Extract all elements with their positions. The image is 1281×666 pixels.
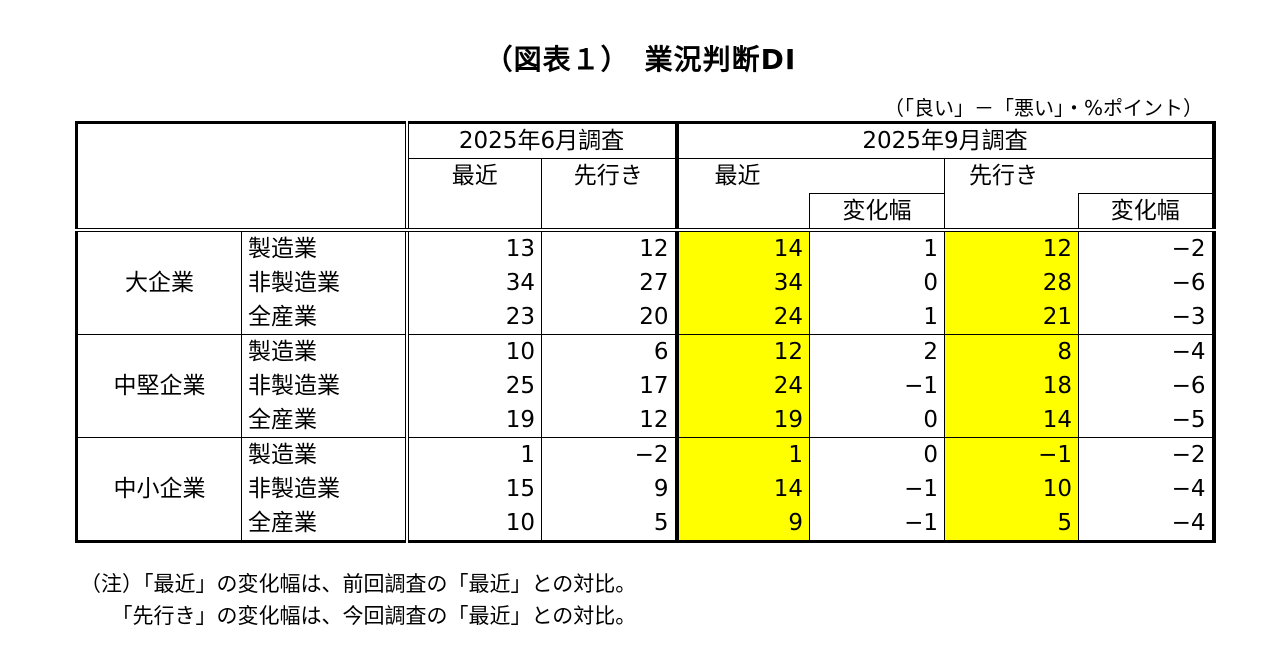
- jun-recent-cell: 10: [404, 506, 542, 542]
- sep-recent-cell: 12: [674, 334, 810, 369]
- sector-label: 製造業: [241, 334, 407, 369]
- jun-recent-cell: 10: [404, 334, 542, 369]
- header-blank: [1078, 158, 1216, 194]
- sector-label: 非製造業: [241, 266, 407, 300]
- sep-recent-change-cell: 0: [809, 266, 945, 300]
- sep-recent-cell: 19: [674, 403, 810, 438]
- sep-forecast-change-cell: −2: [1078, 437, 1216, 472]
- header-blank: [809, 158, 945, 194]
- jun-recent-cell: 23: [404, 300, 542, 335]
- sep-forecast-change-cell: −4: [1078, 506, 1216, 542]
- jun-forecast-cell: 12: [541, 230, 677, 266]
- sep-recent-change-cell: −1: [809, 472, 945, 506]
- header-sept-survey: 2025年9月調査: [674, 122, 1216, 159]
- jun-forecast-cell: 12: [541, 403, 677, 438]
- sep-forecast-cell: 28: [944, 266, 1079, 300]
- sep-forecast-cell: 5: [944, 506, 1079, 542]
- header-sept-forecast-change: 変化幅: [1078, 193, 1216, 232]
- sector-label: 非製造業: [241, 369, 407, 403]
- note-2: 「先行き」の変化幅は、今回調査の「最近」との対比。: [80, 604, 637, 628]
- sep-forecast-change-cell: −3: [1078, 300, 1216, 335]
- company-group: 中小企業 製造業 1 −2 1 0 −1 −2 非製造業 15 9 14 −1 10 −4 全産業 10 5 9 −1…: [76, 437, 1216, 542]
- table-row: 非製造業 25 17 24 −1 18 −6: [77, 369, 1216, 403]
- company-size-label: 中堅企業: [76, 334, 242, 438]
- jun-recent-cell: 1: [404, 437, 542, 472]
- table-row: 中小企業 製造業 1 −2 1 0 −1 −2: [76, 437, 1216, 542]
- jun-forecast-cell: 6: [541, 334, 677, 369]
- sep-recent-cell: 14: [674, 472, 810, 506]
- header-june-recent: 最近: [404, 158, 542, 232]
- note-1: （注）「最近」の変化幅は、前回調査の「最近」との対比。: [80, 572, 637, 596]
- company-group: 中堅企業 製造業 10 6 12 2 8 −4 非製造業 25 17 24 −1 18 −6 全産業 19 12 1…: [76, 334, 1216, 438]
- header-sept-recent: 最近: [674, 158, 810, 232]
- jun-forecast-cell: 20: [541, 300, 677, 335]
- jun-recent-cell: 25: [404, 369, 542, 403]
- business-conditions-table: 2025年6月調査 2025年9月調査 最近 先行き 最近 先行き 変化幅 変化…: [75, 121, 1216, 543]
- sector-label: 全産業: [241, 403, 407, 438]
- jun-forecast-cell: 27: [541, 266, 677, 300]
- sep-forecast-cell: 18: [944, 369, 1079, 403]
- sep-recent-cell: 24: [674, 300, 810, 335]
- sep-forecast-cell: 8: [944, 334, 1079, 369]
- sep-recent-change-cell: 1: [809, 300, 945, 335]
- sep-recent-change-cell: 1: [809, 230, 945, 266]
- sector-label: 製造業: [241, 230, 407, 266]
- sep-forecast-cell: 12: [944, 230, 1079, 266]
- jun-recent-cell: 13: [404, 230, 542, 266]
- sep-forecast-change-cell: −6: [1078, 266, 1216, 300]
- table-row: 全産業 19 12 19 0 14 −5: [77, 403, 1216, 438]
- sep-recent-change-cell: −1: [809, 506, 945, 542]
- header-sept-recent-change: 変化幅: [809, 193, 945, 232]
- figure-title: （図表１） 業況判断DI: [484, 43, 797, 76]
- sep-recent-change-cell: 0: [809, 403, 945, 438]
- sector-label: 全産業: [241, 506, 407, 542]
- table-row: 全産業 10 5 9 −1 5 −4: [77, 506, 1216, 542]
- sep-recent-cell: 34: [674, 266, 810, 300]
- table-row: 全産業 23 20 24 1 21 −3: [77, 300, 1216, 335]
- sep-forecast-cell: 21: [944, 300, 1079, 335]
- unit-label: （「良い」－「悪い」・%ポイント）: [883, 96, 1203, 120]
- sep-recent-change-cell: −1: [809, 369, 945, 403]
- sep-recent-cell: 24: [674, 369, 810, 403]
- company-size-label: 中小企業: [76, 437, 242, 542]
- header-june-forecast: 先行き: [541, 158, 677, 232]
- jun-forecast-cell: 5: [541, 506, 677, 542]
- sep-recent-cell: 14: [674, 230, 810, 266]
- header-june-survey: 2025年6月調査: [404, 122, 677, 159]
- table-row: 非製造業 34 27 34 0 28 −6: [77, 266, 1216, 300]
- corner-cell: [76, 122, 407, 232]
- sep-recent-change-cell: 0: [809, 437, 945, 472]
- company-group: 大企業 製造業 13 12 14 1 12 −2 非製造業 34 27 34 0 28 −6 全産業 23 20 2…: [77, 230, 1216, 335]
- sector-label: 非製造業: [241, 472, 407, 506]
- table-row: 非製造業 15 9 14 −1 10 −4: [77, 472, 1216, 506]
- sector-label: 全産業: [241, 300, 407, 335]
- table-row: 大企業 製造業 13 12 14 1 12 −2: [77, 230, 1216, 296]
- sep-forecast-change-cell: −4: [1078, 472, 1216, 506]
- sep-recent-change-cell: 2: [809, 334, 945, 369]
- sector-label: 製造業: [241, 437, 407, 472]
- sep-forecast-change-cell: −6: [1078, 369, 1216, 403]
- jun-recent-cell: 19: [404, 403, 542, 438]
- company-size-label: 大企業: [125, 270, 194, 296]
- sep-forecast-change-cell: −4: [1078, 334, 1216, 369]
- sep-forecast-cell: 14: [944, 403, 1079, 438]
- sep-forecast-change-cell: −5: [1078, 403, 1216, 438]
- sep-forecast-change-cell: −2: [1078, 230, 1216, 266]
- header-sept-forecast: 先行き: [944, 158, 1079, 232]
- sep-recent-cell: 1: [674, 437, 810, 472]
- sep-forecast-cell: −1: [944, 437, 1079, 472]
- sep-forecast-cell: 10: [944, 472, 1079, 506]
- jun-forecast-cell: −2: [541, 437, 677, 472]
- table-row: 中堅企業 製造業 10 6 12 2 8 −4: [76, 334, 1216, 438]
- jun-recent-cell: 34: [404, 266, 542, 300]
- jun-forecast-cell: 17: [541, 369, 677, 403]
- sep-recent-cell: 9: [674, 506, 810, 542]
- jun-recent-cell: 15: [404, 472, 542, 506]
- jun-forecast-cell: 9: [541, 472, 677, 506]
